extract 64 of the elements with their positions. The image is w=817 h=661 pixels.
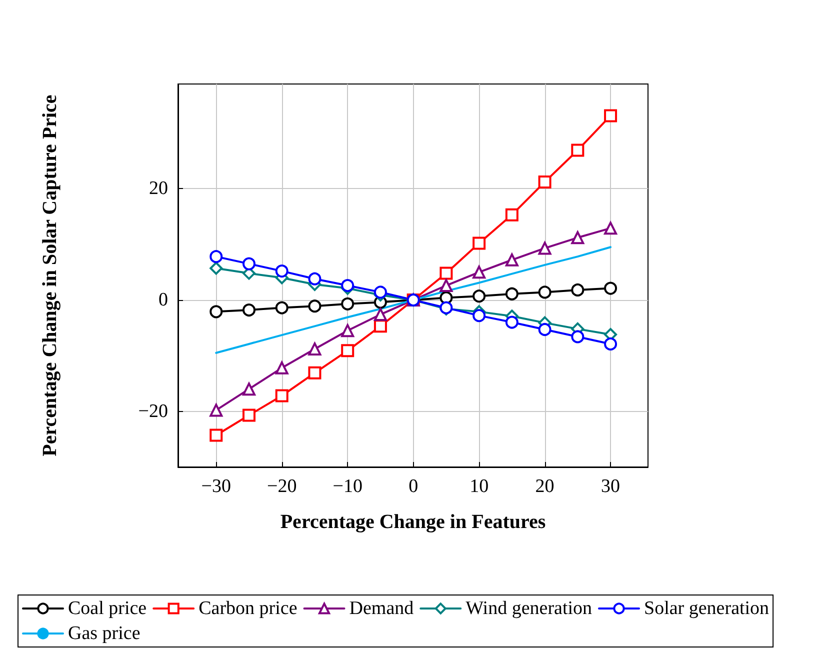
point bbox=[538, 175, 552, 188]
point bbox=[505, 253, 518, 266]
point bbox=[505, 208, 518, 222]
y-tick-label: −20 bbox=[138, 400, 168, 422]
legend-label: Coal price bbox=[68, 598, 147, 619]
point bbox=[242, 257, 256, 270]
point bbox=[308, 272, 322, 286]
point bbox=[472, 236, 486, 250]
point bbox=[341, 279, 354, 292]
legend-label: Carbon price bbox=[198, 598, 298, 619]
point bbox=[242, 382, 256, 396]
x-tick-label: 30 bbox=[601, 476, 620, 497]
point bbox=[374, 286, 387, 299]
point bbox=[440, 279, 453, 292]
point bbox=[440, 266, 453, 280]
point bbox=[538, 242, 552, 255]
legend-label: Gas price bbox=[68, 623, 140, 644]
legend-label: Demand bbox=[349, 598, 414, 619]
point bbox=[210, 428, 223, 442]
point bbox=[604, 337, 618, 350]
legend-label: Wind generation bbox=[466, 598, 593, 619]
point bbox=[571, 231, 584, 244]
point bbox=[472, 290, 486, 303]
point bbox=[604, 222, 618, 235]
point bbox=[275, 361, 288, 374]
point bbox=[472, 309, 486, 322]
point bbox=[242, 304, 256, 317]
point bbox=[374, 320, 387, 333]
point bbox=[505, 287, 518, 300]
point bbox=[341, 297, 354, 310]
legend-label: Solar generation bbox=[644, 598, 770, 619]
point bbox=[275, 389, 288, 402]
y-axis-title: Percentage Change in Solar Capture Price bbox=[39, 94, 61, 456]
x-tick-label: 0 bbox=[408, 476, 418, 497]
x-axis-title: Percentage Change in Features bbox=[280, 511, 546, 533]
point bbox=[210, 404, 223, 417]
y-tick-label: 20 bbox=[149, 178, 168, 200]
point bbox=[242, 408, 256, 422]
point bbox=[210, 262, 223, 275]
point bbox=[308, 366, 322, 380]
point bbox=[571, 144, 584, 157]
point bbox=[538, 286, 552, 299]
x-tick-label: −20 bbox=[267, 476, 297, 497]
point bbox=[341, 344, 354, 358]
point bbox=[210, 250, 223, 264]
point bbox=[505, 316, 518, 329]
point bbox=[341, 324, 354, 338]
x-tick-label: 10 bbox=[470, 476, 489, 497]
point bbox=[604, 282, 618, 295]
point bbox=[308, 342, 322, 356]
x-tick-label: −10 bbox=[332, 476, 362, 497]
point bbox=[374, 308, 387, 321]
point bbox=[472, 266, 486, 279]
point bbox=[571, 330, 584, 344]
x-tick-label: 20 bbox=[535, 476, 554, 497]
x-tick-label: −30 bbox=[201, 476, 231, 497]
y-tick-label: 0 bbox=[158, 289, 168, 310]
point bbox=[275, 264, 288, 278]
point bbox=[308, 300, 322, 313]
point bbox=[538, 323, 552, 336]
point bbox=[604, 109, 618, 122]
point bbox=[571, 283, 584, 296]
point bbox=[275, 301, 288, 314]
point bbox=[210, 305, 223, 318]
